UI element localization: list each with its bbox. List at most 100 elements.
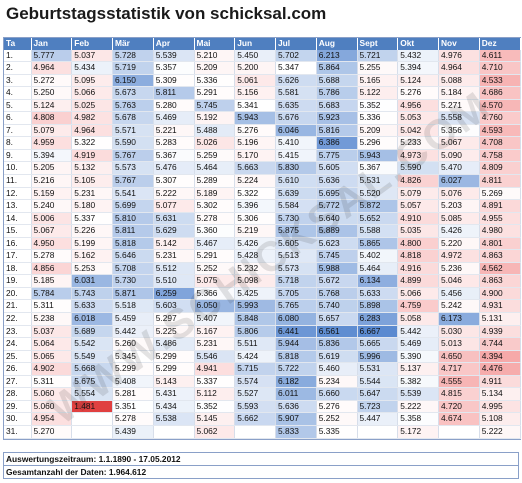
count-cell: 4.708 <box>479 136 521 150</box>
day-cell: 11. <box>4 174 32 188</box>
count-cell: 5.112 <box>194 387 236 401</box>
header-month: Aug <box>316 38 358 50</box>
count-cell: 5.276 <box>234 124 276 138</box>
table-row: 27. 5.311 5.675 5.408 5.143 5.337 5.574 6.182 5.… <box>4 375 521 389</box>
count-cell: 5.067 <box>31 224 73 238</box>
count-cell: 5.469 <box>153 111 195 125</box>
count-cell: 6.561 <box>316 325 358 339</box>
count-cell: 5.408 <box>112 375 154 389</box>
count-cell: 5.132 <box>71 161 113 175</box>
header-month: Jul <box>275 38 317 50</box>
count-cell: 5.060 <box>31 387 73 401</box>
header-month: Okt <box>397 38 439 50</box>
count-cell: 5.460 <box>316 362 358 376</box>
count-cell: 5.718 <box>275 274 317 288</box>
count-cell: 5.390 <box>397 350 439 364</box>
count-cell: 5.584 <box>275 199 317 213</box>
count-cell: 5.818 <box>112 237 154 251</box>
count-cell: 5.165 <box>357 74 399 88</box>
count-cell: 5.289 <box>194 174 236 188</box>
count-cell: 5.767 <box>112 149 154 163</box>
count-cell: 4.950 <box>31 237 73 251</box>
count-cell: 5.424 <box>234 350 276 364</box>
count-cell: 5.170 <box>234 149 276 163</box>
count-cell: 4.955 <box>479 212 521 226</box>
count-cell: 5.203 <box>438 199 480 213</box>
count-cell: 5.225 <box>153 325 195 339</box>
day-cell: 14. <box>4 212 32 226</box>
count-cell: 4.863 <box>479 249 521 263</box>
count-cell: 5.095 <box>71 74 113 88</box>
count-cell: 5.593 <box>234 400 276 414</box>
count-cell: 5.233 <box>397 136 439 150</box>
count-cell: 5.299 <box>153 350 195 364</box>
count-cell <box>153 425 195 439</box>
count-cell: 5.574 <box>234 375 276 389</box>
table-row: 17. 5.278 5.162 5.646 5.231 5.291 5.428 5.513 5.… <box>4 249 521 263</box>
count-cell: 5.476 <box>153 161 195 175</box>
count-cell: 5.636 <box>275 400 317 414</box>
count-cell: 4.686 <box>479 86 521 100</box>
count-cell: 5.299 <box>112 362 154 376</box>
count-cell: 4.674 <box>438 412 480 426</box>
count-cell: 4.931 <box>479 299 521 314</box>
table-row: 30. 4.954 5.278 5.538 5.145 5.662 5.907 5.252 5.… <box>4 412 521 426</box>
count-cell: 5.428 <box>234 249 276 263</box>
count-cell: 6.046 <box>275 124 317 138</box>
count-cell: 5.358 <box>397 412 439 426</box>
count-cell: 5.676 <box>275 111 317 125</box>
table-row: 14. 5.006 5.337 5.810 5.631 5.278 5.306 5.730 5.… <box>4 212 521 226</box>
day-cell: 31. <box>4 425 32 439</box>
count-cell: 5.833 <box>275 425 317 439</box>
count-cell: 5.025 <box>71 99 113 113</box>
count-cell: 5.765 <box>275 299 317 314</box>
count-cell: 5.786 <box>316 86 358 100</box>
table-row: 20. 5.784 5.743 5.871 6.259 5.366 5.425 5.705 5.… <box>4 287 521 301</box>
count-cell: 5.231 <box>71 187 113 201</box>
count-cell: 5.210 <box>194 49 236 63</box>
count-cell: 5.216 <box>31 174 73 188</box>
count-cell: 4.972 <box>438 249 480 263</box>
day-cell: 22. <box>4 312 32 326</box>
count-cell: 5.252 <box>194 262 236 276</box>
count-cell: 5.351 <box>112 400 154 414</box>
count-cell: 5.337 <box>194 375 236 389</box>
count-cell: 4.959 <box>31 136 73 150</box>
count-cell: 5.159 <box>31 187 73 201</box>
count-cell: 6.283 <box>357 312 399 326</box>
table-row: 26. 4.902 5.668 5.299 5.299 4.941 5.715 5.722 5.… <box>4 362 521 376</box>
count-cell: 5.222 <box>153 187 195 201</box>
day-cell: 12. <box>4 187 32 201</box>
day-cell: 21. <box>4 299 32 314</box>
count-cell: 5.588 <box>357 224 399 238</box>
count-cell: 5.270 <box>31 425 73 439</box>
count-cell: 4.570 <box>479 99 521 113</box>
count-cell: 5.259 <box>194 149 236 163</box>
count-cell: 5.255 <box>357 61 399 75</box>
count-cell: 5.464 <box>357 262 399 276</box>
count-cell: 5.652 <box>357 212 399 226</box>
count-cell: 5.943 <box>234 111 276 125</box>
count-cell: 5.180 <box>71 199 113 213</box>
count-cell: 5.647 <box>357 387 399 401</box>
table-row: 7. 5.079 4.964 5.571 5.221 5.488 5.276 6.046 5.8… <box>4 124 521 138</box>
count-cell: 5.098 <box>234 274 276 288</box>
count-cell: 5.816 <box>316 124 358 138</box>
table-row: 28. 5.060 5.554 5.281 5.431 5.112 5.527 6.011 5.… <box>4 387 521 401</box>
count-cell: 5.626 <box>275 74 317 88</box>
count-cell: 5.590 <box>397 161 439 175</box>
count-cell: 5.075 <box>194 274 236 288</box>
count-cell: 5.830 <box>275 161 317 175</box>
total-count: Gesamtanzahl der Daten: 1.964.612 <box>3 466 519 479</box>
count-cell: 5.352 <box>357 99 399 113</box>
table-header-row: Ta Jan Feb Mär Apr Mai Jun Jul Aug Sept Okt Nov Dez <box>4 38 521 50</box>
count-cell: 5.250 <box>31 86 73 100</box>
count-cell: 5.544 <box>357 375 399 389</box>
count-cell: 5.806 <box>234 325 276 339</box>
count-cell: 5.633 <box>71 299 113 314</box>
count-cell: 5.763 <box>112 99 154 113</box>
table-row: 22. 5.238 6.018 5.459 5.297 5.407 5.848 6.080 5.… <box>4 312 521 326</box>
count-cell: 5.205 <box>31 161 73 175</box>
count-cell: 5.222 <box>397 400 439 414</box>
count-cell: 6.011 <box>275 387 317 401</box>
